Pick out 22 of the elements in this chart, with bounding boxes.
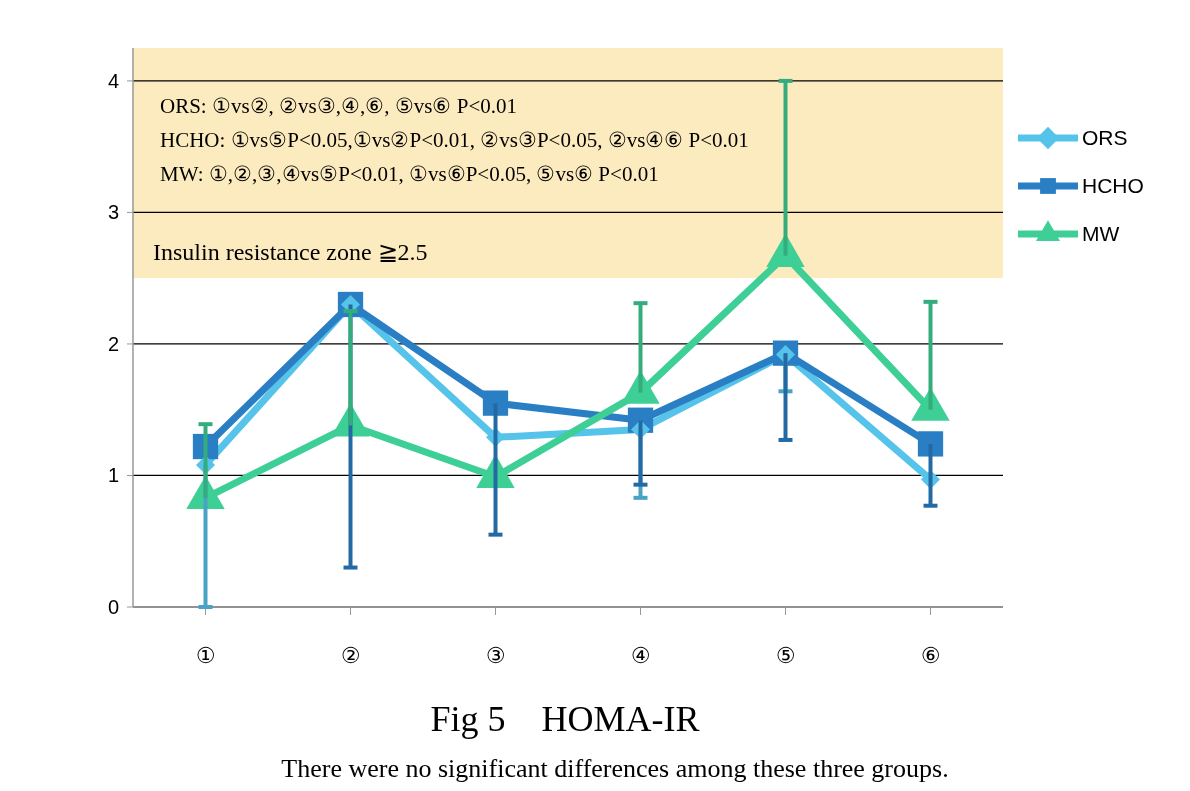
y-tick-label: 1 [107,464,119,487]
legend-label: ORS [1082,126,1128,150]
x-tick-label: ⑥ [920,643,941,668]
y-tick-label: 0 [107,596,119,618]
point [482,390,509,416]
x-tick-label: ⑤ [775,643,796,668]
y-tick-label: 2 [107,332,119,355]
x-tick-label: ③ [485,643,506,668]
x-tick-label: ④ [630,643,651,668]
legend-label: HCHO [1082,174,1144,198]
x-tick-label: ② [340,643,361,668]
y-tick-label: 3 [107,201,119,224]
legend-label: MW [1082,222,1120,246]
text: Fig 5 HOMA-IR [430,699,700,739]
band-label: Insulin resistance zone ≧2.5 [153,239,428,266]
annotation: ORS: ①vs②, ②vs③,④,⑥, ⑤vs⑥ P<0.01 [160,94,517,118]
annotation: MW: ①,②,③,④vs⑤P<0.01, ①vs⑥P<0.05, ⑤vs⑥ P<0.01 [160,162,659,186]
point [917,431,944,457]
text: There were no significant differences among these three groups. [281,754,949,783]
annotation: HCHO: ①vs⑤P<0.05,①vs②P<0.01, ②vs③P<0.05, ②vs④⑥ P<0.01 [160,128,749,152]
x-tick-label: ① [195,643,216,668]
y-tick-label: 4 [107,69,119,92]
